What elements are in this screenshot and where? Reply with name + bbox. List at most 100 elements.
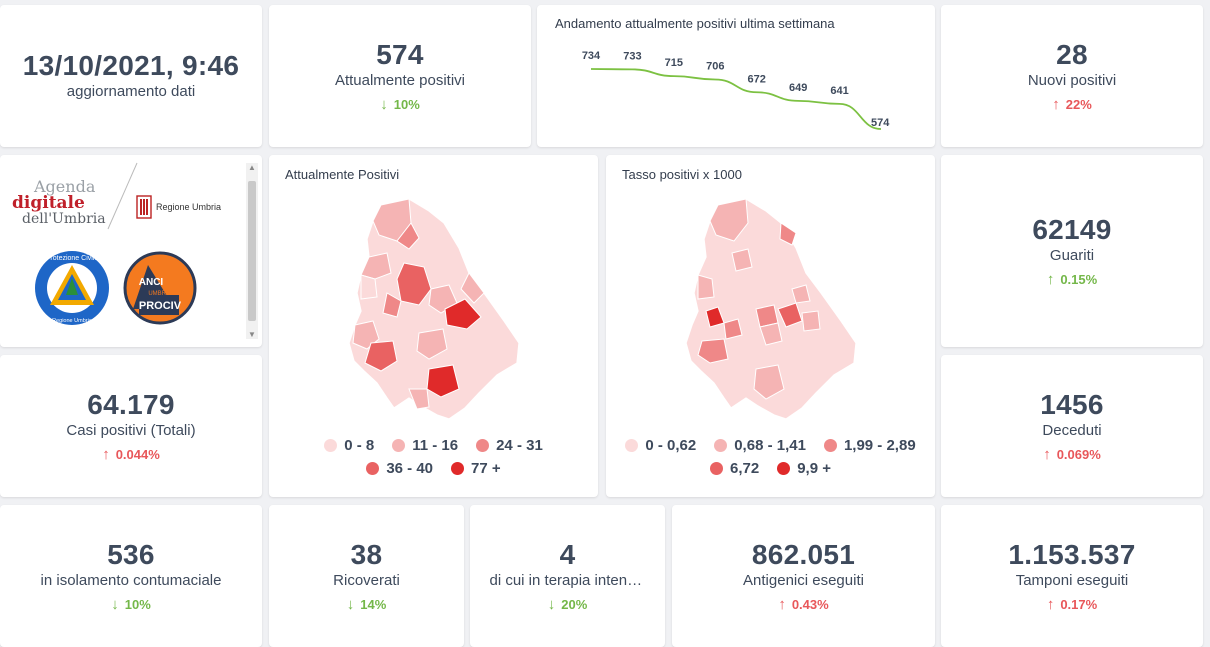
arrow-down-icon: ↓ bbox=[111, 596, 119, 614]
legend-label: 0,68 - 1,41 bbox=[734, 437, 806, 454]
arrow-up-icon: ↑ bbox=[1046, 596, 1055, 614]
kpi-label: Antigenici eseguiti bbox=[743, 571, 864, 589]
casi-totali-card: 64.179 Casi positivi (Totali) ↑ 0.044% bbox=[0, 355, 262, 497]
map-positivi-legend: 0 - 8 11 - 16 24 - 31 36 - 40 77 + bbox=[269, 437, 598, 483]
legend-label: 0 - 8 bbox=[344, 437, 375, 454]
attualmente-positivi-card: 574 Attualmente positivi ↓ 10% bbox=[269, 5, 531, 147]
agenda-word: Agenda bbox=[34, 177, 96, 196]
arrow-up-icon: ↑ bbox=[102, 446, 110, 464]
legend-dot-icon bbox=[324, 439, 338, 452]
trend-data-label: 733 bbox=[623, 50, 641, 62]
protezione-sub-text: Regione Umbria bbox=[52, 318, 93, 324]
legend-dot-icon bbox=[366, 462, 380, 475]
kpi-label: Deceduti bbox=[1042, 421, 1102, 439]
guariti-card: 62149 Guariti ↑ 0.15% bbox=[941, 155, 1203, 347]
kpi-label: Tamponi eseguiti bbox=[1015, 571, 1129, 589]
kpi-label: Attualmente positivi bbox=[334, 71, 466, 89]
kpi-change: ↓ 20% bbox=[547, 596, 588, 614]
trend-data-label: 706 bbox=[706, 61, 724, 73]
legend-label: 6,72 bbox=[730, 460, 760, 477]
arrow-down-icon: ↓ bbox=[380, 96, 388, 114]
scroll-thumb[interactable] bbox=[248, 181, 256, 321]
trend-line-chart: 734 733 715 706 672 649 641 574 bbox=[582, 50, 890, 130]
kpi-label: Ricoverati bbox=[333, 571, 400, 589]
kpi-change: ↑ 0.17% bbox=[1046, 596, 1098, 614]
arrow-up-icon: ↑ bbox=[778, 596, 786, 614]
kpi-value: 28 bbox=[1056, 38, 1088, 70]
ricoverati-card: 38 Ricoverati ↓ 14% bbox=[269, 505, 464, 647]
umbria-map-positivi[interactable] bbox=[269, 193, 598, 453]
kpi-value: 536 bbox=[107, 538, 155, 570]
trend-series-line bbox=[590, 68, 882, 130]
terapia-intensiva-card: 4 di cui in terapia intensiva ↓ 20% bbox=[470, 505, 665, 647]
umbria-word: dell'Umbria bbox=[22, 211, 106, 227]
regione-umbria-text: Regione Umbria bbox=[156, 202, 222, 212]
trend-data-label: 574 bbox=[871, 117, 890, 129]
legend-item[interactable]: 36 - 40 bbox=[366, 460, 433, 477]
kpi-value: 574 bbox=[376, 38, 424, 70]
kpi-change: ↑ 0.15% bbox=[1046, 271, 1098, 289]
kpi-change: ↑ 0.43% bbox=[778, 596, 829, 614]
kpi-change: ↓ 10% bbox=[111, 596, 151, 614]
legend-dot-icon bbox=[625, 439, 639, 452]
trend-chart-card: Andamento attualmente positivi ultima se… bbox=[537, 5, 935, 147]
legend-item[interactable]: 77 + bbox=[451, 460, 501, 477]
prociv-text: PROCIV bbox=[139, 300, 182, 312]
kpi-label: Nuovi positivi bbox=[1027, 71, 1117, 89]
kpi-value: 4 bbox=[559, 538, 576, 570]
legend-item[interactable]: 0 - 0,62 bbox=[625, 437, 696, 454]
legend-item[interactable]: 6,72 bbox=[710, 460, 759, 477]
legend-label: 36 - 40 bbox=[386, 460, 434, 477]
logos-scrollbar[interactable]: ▲ ▼ bbox=[246, 163, 258, 339]
regione-umbria-logo: Regione Umbria bbox=[136, 195, 221, 219]
scroll-down-icon[interactable]: ▼ bbox=[248, 330, 256, 339]
legend-item[interactable]: 9,9 + bbox=[777, 460, 831, 477]
legend-item[interactable]: 1,99 - 2,89 bbox=[823, 437, 916, 454]
trend-data-label: 641 bbox=[830, 85, 848, 97]
legend-dot-icon bbox=[710, 462, 723, 475]
trend-data-label: 715 bbox=[665, 57, 683, 69]
digitale-word: digitale bbox=[12, 193, 85, 213]
legend-item[interactable]: 11 - 16 bbox=[392, 437, 458, 454]
kpi-change: ↑ 0.069% bbox=[1043, 446, 1101, 464]
nuovi-positivi-card: 28 Nuovi positivi ↑ 22% bbox=[941, 5, 1203, 147]
kpi-label: di cui in terapia intensiva bbox=[489, 571, 646, 589]
kpi-change: ↑ 0.044% bbox=[102, 446, 160, 464]
legend-dot-icon bbox=[777, 462, 791, 475]
legend-dot-icon bbox=[451, 462, 465, 475]
map-tasso-legend: 0 - 0,62 0,68 - 1,41 1,99 - 2,89 6,72 9,9 + bbox=[606, 437, 935, 483]
kpi-label: in isolamento contumaciale bbox=[40, 571, 222, 589]
kpi-label: Guariti bbox=[1049, 246, 1095, 264]
arrow-up-icon: ↑ bbox=[1043, 446, 1051, 464]
kpi-value: 62149 bbox=[1032, 213, 1112, 245]
arrow-down-icon: ↓ bbox=[346, 596, 355, 614]
anci-umbria-logo: ANCI UMBRIA PROCIV bbox=[123, 251, 197, 325]
anci-text: ANCI bbox=[139, 277, 164, 288]
legend-dot-icon bbox=[392, 439, 406, 452]
legend-dot-icon bbox=[476, 439, 490, 452]
legend-item[interactable]: 0,68 - 1,41 bbox=[714, 437, 806, 454]
legend-item[interactable]: 24 - 31 bbox=[476, 437, 543, 454]
legend-label: 24 - 31 bbox=[496, 437, 543, 454]
protezione-civile-text: Protezione Civile bbox=[46, 255, 99, 262]
kpi-label: Casi positivi (Totali) bbox=[66, 421, 196, 439]
protezione-civile-logo: Protezione Civile Regione Umbria bbox=[35, 251, 109, 325]
update-card: 13/10/2021, 9:46 aggiornamento dati bbox=[0, 5, 262, 147]
legend-dot-icon bbox=[823, 439, 837, 452]
antigenici-card: 862.051 Antigenici eseguiti ↑ 0.43% bbox=[672, 505, 935, 647]
scroll-up-icon[interactable]: ▲ bbox=[248, 163, 256, 172]
logos-card: Agenda digitale dell'Umbria Regione Umbr… bbox=[0, 155, 262, 347]
arrow-up-icon: ↑ bbox=[1046, 271, 1055, 289]
legend-label: 1,99 - 2,89 bbox=[843, 437, 916, 454]
kpi-value: 64.179 bbox=[87, 388, 175, 420]
agenda-digitale-logo: Agenda digitale dell'Umbria bbox=[12, 177, 106, 227]
umbria-map-tasso[interactable] bbox=[606, 193, 935, 453]
arrow-down-icon: ↓ bbox=[547, 596, 556, 614]
kpi-change: ↑ 22% bbox=[1052, 96, 1092, 114]
deceduti-card: 1456 Deceduti ↑ 0.069% bbox=[941, 355, 1203, 497]
regione-shield-icon bbox=[136, 195, 152, 219]
legend-label: 11 - 16 bbox=[412, 437, 459, 454]
legend-label: 9,9 + bbox=[797, 460, 831, 477]
legend-item[interactable]: 0 - 8 bbox=[324, 437, 374, 454]
isolamento-card: 536 in isolamento contumaciale ↓ 10% bbox=[0, 505, 262, 647]
